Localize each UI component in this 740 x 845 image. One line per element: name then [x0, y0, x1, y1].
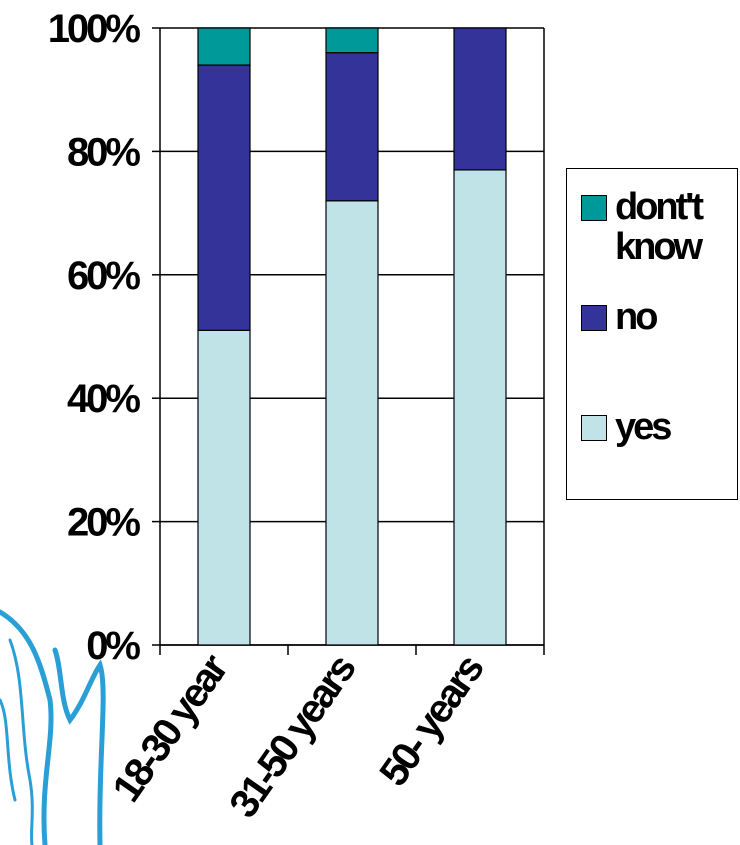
legend-swatch: [581, 195, 607, 221]
bar-segment: [197, 64, 251, 331]
y-tick-label: 40%: [67, 377, 140, 421]
bar-segment: [453, 27, 507, 171]
x-tick-label: 50- years: [371, 647, 492, 794]
legend-label: no: [615, 296, 658, 338]
bar-segment: [197, 27, 251, 66]
legend-entry: no: [581, 297, 731, 337]
legend-entry: dont't know: [581, 187, 731, 267]
bar-segment: [325, 52, 379, 202]
legend: dont't know no yes: [566, 168, 738, 500]
y-tick-label: 20%: [67, 501, 140, 545]
bar-segment: [453, 169, 507, 646]
y-tick-label: 0%: [86, 624, 140, 668]
legend-swatch: [581, 305, 607, 331]
legend-entry: yes: [581, 407, 731, 447]
bar-segment: [197, 329, 251, 646]
legend-label: dont't know: [615, 186, 704, 268]
y-tick-label: 60%: [67, 254, 140, 298]
x-tick-label: 31-50 years: [221, 647, 364, 825]
x-tick-label: 18-30 year: [104, 647, 236, 810]
y-tick-label: 80%: [67, 130, 140, 174]
legend-swatch: [581, 415, 607, 441]
decoration: [0, 609, 106, 845]
bar-segment: [325, 27, 379, 54]
legend-label: yes: [615, 406, 672, 448]
y-tick-label: 100%: [48, 7, 141, 51]
bar-segment: [325, 200, 379, 646]
